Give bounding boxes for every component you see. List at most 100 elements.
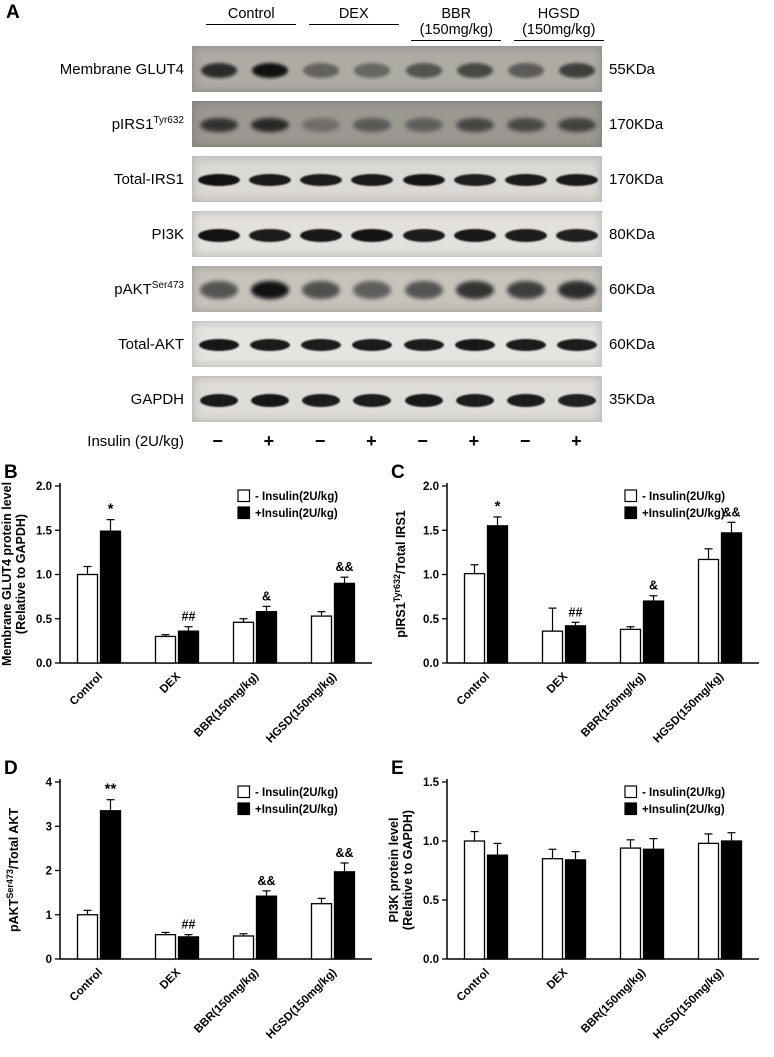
blot-band bbox=[506, 339, 547, 351]
bar-Control-minus-insulin bbox=[76, 573, 99, 664]
y-tick-label: 1.0 bbox=[423, 836, 439, 848]
x-tick-label: DEX bbox=[158, 670, 183, 695]
x-tick-label: HGSD(150mg/kg) bbox=[651, 671, 726, 746]
blot-row-label: pIRS1Tyr632 bbox=[0, 115, 192, 133]
blot-band bbox=[507, 281, 546, 299]
x-tick-label: BBR(150mg/kg) bbox=[579, 967, 648, 1036]
bar-BBR(150mg/kg)-minus-insulin bbox=[619, 847, 642, 960]
panel-c: C 0.0 0.5 1.0 1.5 2.0 Control DEX BBR(150mg/kg) H… bbox=[387, 458, 774, 754]
significance-annotation: && bbox=[722, 505, 740, 519]
blot-group-headers: Control DEX BBR (150mg/kg) HGSD (150mg/kg) bbox=[200, 4, 610, 44]
blot-band bbox=[198, 339, 239, 351]
y-axis-label: Membrane GLUT4 protein level bbox=[0, 482, 14, 666]
bar-Control-plus-insulin bbox=[486, 854, 509, 960]
x-tick-label: DEX bbox=[545, 670, 570, 695]
panel-label: D bbox=[4, 758, 18, 779]
legend-swatch-minus-insulin bbox=[237, 785, 251, 799]
kda-label: 80KDa bbox=[609, 225, 655, 243]
group-label-line1: DEX bbox=[338, 6, 369, 22]
group-label-line2: (150mg/kg) bbox=[419, 22, 493, 38]
insulin-sign: + bbox=[468, 431, 480, 451]
bar-HGSD(150mg/kg)-plus-insulin bbox=[720, 840, 743, 960]
bar-DEX-minus-insulin bbox=[154, 934, 177, 960]
legend-swatch-plus-insulin bbox=[624, 506, 638, 520]
panel-d: D 0 1 2 3 4 Control DEX BBR(150mg/kg) HGSD(150mg/… bbox=[0, 754, 387, 1050]
blot-row: pAKTSer473 60KDa bbox=[0, 266, 774, 312]
y-tick-label: 0.0 bbox=[423, 954, 439, 966]
blot-band bbox=[402, 228, 445, 242]
bar-HGSD(150mg/kg)-minus-insulin bbox=[697, 558, 720, 664]
bar-DEX-plus-insulin bbox=[177, 936, 200, 960]
blot-band bbox=[248, 228, 291, 242]
blot-row-label-text: pIRS1 bbox=[111, 116, 154, 133]
blot-band bbox=[351, 228, 394, 242]
blot-band bbox=[353, 118, 392, 132]
y-tick-label: 0.5 bbox=[423, 614, 440, 626]
y-tick-label: 0.0 bbox=[423, 658, 439, 670]
bar-DEX-plus-insulin bbox=[177, 630, 200, 664]
blot-band bbox=[455, 281, 494, 299]
legend-label: - Insulin(2U/kg) bbox=[255, 787, 338, 799]
blot-band bbox=[199, 118, 238, 132]
blot-row-label: Total-IRS1 bbox=[0, 171, 192, 188]
y-tick-label: 0.0 bbox=[36, 658, 52, 670]
blot-strip bbox=[192, 101, 602, 147]
blot-band bbox=[404, 118, 443, 132]
x-tick-label: HGSD(150mg/kg) bbox=[264, 671, 339, 746]
y-tick-label: 2 bbox=[46, 866, 52, 878]
group-label-line1: Control bbox=[227, 6, 275, 22]
y-tick-label: 3 bbox=[46, 821, 52, 833]
legend-label: +Insulin(2U/kg) bbox=[642, 804, 725, 816]
significance-annotation: && bbox=[257, 874, 275, 888]
significance-annotation: ## bbox=[569, 605, 583, 619]
significance-annotation: ** bbox=[105, 781, 117, 798]
blot-band bbox=[303, 62, 340, 78]
blot-row-label: Total-AKT bbox=[0, 336, 192, 353]
blot-band bbox=[250, 281, 289, 299]
blot-row: pIRS1Tyr632 170KDa bbox=[0, 101, 774, 147]
blot-row-label-text: pAKT bbox=[114, 281, 152, 298]
blot-band bbox=[456, 62, 493, 78]
legend-swatch-plus-insulin bbox=[237, 802, 251, 816]
blot-group-header: BBR (150mg/kg) bbox=[405, 4, 508, 44]
bar-HGSD(150mg/kg)-plus-insulin bbox=[333, 582, 356, 664]
panel-a: A Control DEX BBR (150mg/kg) HGSD (150mg/kg) … bbox=[0, 0, 774, 452]
bar-BBR(150mg/kg)-minus-insulin bbox=[232, 621, 255, 664]
bar-Control-plus-insulin bbox=[99, 530, 122, 664]
charts-grid: B 0.0 0.5 1.0 1.5 2.0 Control DEX BBR(150mg/kg) H… bbox=[0, 458, 774, 1050]
panel-d-chart: D 0 1 2 3 4 Control DEX BBR(150mg/kg) HGSD(150mg/… bbox=[4, 758, 372, 1042]
y-tick-label: 1.0 bbox=[36, 570, 52, 582]
panel-b-chart: B 0.0 0.5 1.0 1.5 2.0 Control DEX BBR(150mg/kg) H… bbox=[0, 462, 372, 746]
insulin-row: Insulin (2U/kg) − + − + − + − + bbox=[0, 431, 774, 452]
y-tick-label: 1.5 bbox=[423, 777, 440, 789]
panel-e-chart: E 0.0 0.5 1.0 1.5 Control DEX BBR(150mg/kg) HGSD… bbox=[387, 758, 759, 1042]
insulin-label: Insulin (2U/kg) bbox=[87, 433, 184, 450]
blot-band bbox=[508, 62, 545, 78]
insulin-sign: + bbox=[571, 431, 582, 451]
bar-DEX-minus-insulin bbox=[154, 635, 177, 664]
blot-strip bbox=[192, 321, 602, 367]
y-tick-label: 1.5 bbox=[423, 525, 440, 537]
bar-BBR(150mg/kg)-plus-insulin bbox=[255, 611, 278, 664]
blot-band bbox=[301, 339, 342, 351]
group-label-line1: HGSD bbox=[537, 6, 580, 22]
significance-annotation: && bbox=[335, 846, 353, 860]
blot-row: Total-AKT 60KDa bbox=[0, 321, 774, 367]
blot-band bbox=[558, 393, 597, 407]
blot-row-label-text: Tyr632 bbox=[153, 115, 184, 126]
kda-label: 60KDa bbox=[609, 280, 655, 298]
group-underline bbox=[206, 24, 297, 25]
blot-row-label: Membrane GLUT4 bbox=[0, 61, 192, 78]
blot-band bbox=[455, 393, 494, 407]
blot-row: PI3K 80KDa bbox=[0, 211, 774, 257]
bar-Control-minus-insulin bbox=[463, 572, 486, 664]
legend-label: - Insulin(2U/kg) bbox=[255, 491, 338, 503]
x-tick-label: Control bbox=[68, 967, 105, 1004]
legend-swatch-plus-insulin bbox=[237, 506, 251, 520]
blot-band bbox=[559, 62, 596, 78]
bar-Control-minus-insulin bbox=[76, 914, 99, 960]
blot-band bbox=[353, 393, 392, 407]
significance-annotation: & bbox=[649, 579, 658, 593]
y-tick-label: 2.0 bbox=[36, 481, 52, 493]
blot-band bbox=[300, 174, 343, 186]
